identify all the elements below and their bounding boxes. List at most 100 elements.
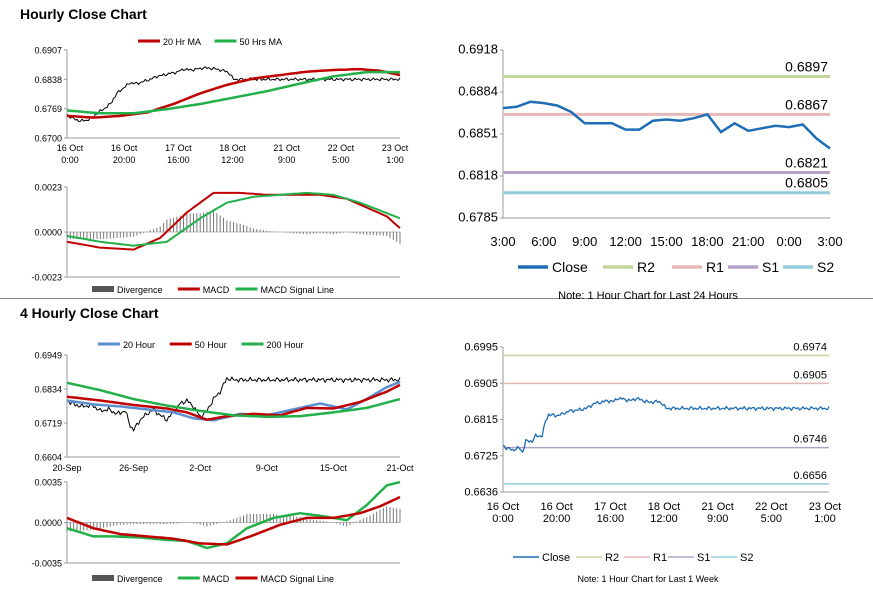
- four-hourly-price-x-tick-label: 15-Oct: [320, 463, 348, 473]
- four-hourly-levels-x-tick-label: 21 Oct: [701, 501, 733, 513]
- hourly-levels-x-tick-label: 3:00: [490, 234, 515, 249]
- hourly-macd-legend-label: MACD: [203, 285, 230, 295]
- hourly-levels-close-line: [502, 100, 831, 150]
- four-hourly-price-x-tick-label: 2-Oct: [189, 463, 212, 473]
- hourly-level-label-s2: 0.6805: [785, 175, 828, 191]
- hourly-levels-legend-label: Close: [552, 259, 588, 275]
- hourly-price-x-tick-label: 23 Oct: [382, 143, 409, 153]
- hourly-levels-x-tick-label: 12:00: [609, 234, 642, 249]
- four-hourly-close-series: [66, 376, 401, 432]
- hourly-macd-legend-label: MACD Signal Line: [261, 285, 335, 295]
- four-hourly-levels-x-tick-label: 16 Oct: [540, 501, 572, 513]
- four-hourly-level-label-s2: 0.6656: [793, 470, 827, 482]
- hourly-levels-x-tick-label: 3:00: [817, 234, 842, 249]
- four-hourly-levels-y-tick-label: 0.6905: [464, 378, 498, 390]
- hourly-macd-legend-label: Divergence: [117, 285, 163, 295]
- four-hourly-level-label-r1: 0.6905: [793, 369, 827, 381]
- four-hourly-levels-y-tick-label: 0.6725: [464, 450, 498, 462]
- hourly-section-title: Hourly Close Chart: [20, 6, 147, 22]
- hourly-price-x-tick-label: 18 Oct: [219, 143, 246, 153]
- hourly-price-legend-label: 20 Hr MA: [163, 37, 201, 47]
- hourly-level-label-s1: 0.6821: [785, 155, 828, 171]
- four-hourly-price-legend-label: 50 Hour: [195, 340, 227, 350]
- hourly-price-x-tick-label: 1:00: [386, 155, 404, 165]
- hourly-levels-legend-label: S2: [817, 259, 834, 275]
- hourly-levels-y-tick-label: 0.6785: [458, 210, 498, 225]
- four-hourly-price-x-tick-label: 21-Oct: [386, 463, 414, 473]
- hourly-signal-line: [66, 191, 401, 247]
- hourly-levels-legend-label: R1: [706, 259, 724, 275]
- four-hourly-levels-y-tick-label: 0.6636: [464, 487, 498, 499]
- hourly-levels-legend-label: S1: [762, 259, 779, 275]
- hourly-ma50-line: [66, 70, 400, 115]
- hourly-levels-x-tick-label: 15:00: [650, 234, 683, 249]
- four-hourly-levels-legend-label: S1: [697, 552, 710, 564]
- hourly-levels-x-tick-label: 18:00: [691, 234, 724, 249]
- four-hourly-macd-y-tick-label: -0.0035: [31, 559, 62, 569]
- hourly-price-x-tick-label: 22 Oct: [328, 143, 355, 153]
- hourly-levels-legend-label: R2: [637, 259, 655, 275]
- four-hourly-price-y-tick-label: 0.6604: [34, 453, 62, 463]
- four-hourly-price-y-tick-label: 0.6719: [34, 419, 62, 429]
- hourly-levels-note: Note: 1 Hour Chart for Last 24 Hours: [558, 290, 738, 302]
- four-hourly-levels-x-tick-label: 9:00: [707, 513, 728, 525]
- hourly-price-legend-label: 50 Hrs MA: [239, 37, 282, 47]
- four-hourly-macd-line: [66, 480, 401, 550]
- hourly-macd-y-tick-label: 0.0023: [34, 183, 62, 193]
- hourly-price-x-tick-label: 0:00: [61, 155, 79, 165]
- four-hourly-price-y-tick-label: 0.6949: [34, 351, 62, 361]
- four-hourly-levels-x-tick-label: 12:00: [650, 513, 678, 525]
- hourly-price-x-tick-label: 16 Oct: [57, 143, 84, 153]
- four-hourly-levels-close-line: [502, 396, 830, 453]
- hourly-price-x-tick-label: 16:00: [167, 155, 190, 165]
- hourly-levels-y-tick-label: 0.6851: [458, 126, 498, 141]
- hourly-price-x-tick-label: 5:00: [332, 155, 350, 165]
- four-hourly-price-x-tick-label: 9-Oct: [256, 463, 279, 473]
- four-hourly-levels-y-tick-label: 0.6995: [464, 342, 498, 354]
- four-hourly-levels-legend-label: R2: [605, 552, 619, 564]
- hourly-price-x-tick-label: 17 Oct: [165, 143, 192, 153]
- four-hourly-price-legend-label: 200 Hour: [267, 340, 304, 350]
- four-hourly-level-label-r2: 0.6974: [793, 341, 827, 353]
- four-hourly-price-x-tick-label: 20-Sep: [52, 463, 81, 473]
- hourly-levels-y-tick-label: 0.6818: [458, 168, 498, 183]
- four-hourly-ma200-line: [66, 381, 401, 419]
- hourly-levels-x-tick-label: 6:00: [531, 234, 556, 249]
- four-hourly-macd-legend-label: MACD: [203, 574, 230, 584]
- hourly-price-y-tick-label: 0.6769: [34, 104, 62, 114]
- hourly-price-x-tick-label: 16 Oct: [111, 143, 138, 153]
- four-hourly-price-legend-label: 20 Hour: [123, 340, 155, 350]
- hourly-level-label-r1: 0.6867: [785, 96, 828, 112]
- four-hourly-macd-legend-label: MACD Signal Line: [261, 574, 335, 584]
- hourly-levels-y-tick-label: 0.6884: [458, 84, 498, 99]
- hourly-price-x-tick-label: 21 Oct: [273, 143, 300, 153]
- four-hourly-levels-x-tick-label: 22 Oct: [755, 501, 787, 513]
- four-hourly-levels-x-tick-label: 1:00: [814, 513, 835, 525]
- four-hourly-levels-legend-label: Close: [542, 552, 570, 564]
- hourly-price-x-tick-label: 9:00: [278, 155, 296, 165]
- hourly-levels-x-tick-label: 9:00: [572, 234, 597, 249]
- four-hourly-level-label-s1: 0.6746: [793, 434, 827, 446]
- four-hourly-levels-x-tick-label: 23 Oct: [809, 501, 841, 513]
- four-hourly-levels-x-tick-label: 20:00: [543, 513, 571, 525]
- four-hourly-levels-x-tick-label: 5:00: [761, 513, 782, 525]
- hourly-price-y-tick-label: 0.6700: [34, 134, 62, 144]
- four-hourly-macd-legend-label: Divergence: [117, 574, 163, 584]
- four-hourly-levels-legend-label: R1: [653, 552, 667, 564]
- four-hourly-levels-x-tick-label: 16:00: [597, 513, 625, 525]
- hourly-ma20-line: [66, 67, 401, 119]
- four-hourly-levels-x-tick-label: 17 Oct: [594, 501, 626, 513]
- hourly-price-y-tick-label: 0.6838: [34, 75, 62, 85]
- section-divider: [0, 298, 873, 299]
- four-hourly-macd-legend-swatch: [92, 575, 114, 581]
- four-hourly-macd-y-tick-label: 0.0035: [34, 478, 62, 488]
- hourly-macd-y-tick-label: -0.0023: [31, 273, 62, 283]
- hourly-levels-x-tick-label: 21:00: [732, 234, 765, 249]
- hourly-price-y-tick-label: 0.6907: [34, 46, 62, 56]
- four-hourly-macd-y-tick-label: 0.0000: [34, 518, 62, 528]
- four-hourly-section-title: 4 Hourly Close Chart: [20, 305, 159, 321]
- hourly-level-label-r2: 0.6897: [785, 59, 828, 75]
- four-hourly-signal-line: [66, 495, 401, 546]
- hourly-price-x-tick-label: 12:00: [221, 155, 244, 165]
- four-hourly-levels-note: Note: 1 Hour Chart for Last 1 Week: [578, 574, 719, 584]
